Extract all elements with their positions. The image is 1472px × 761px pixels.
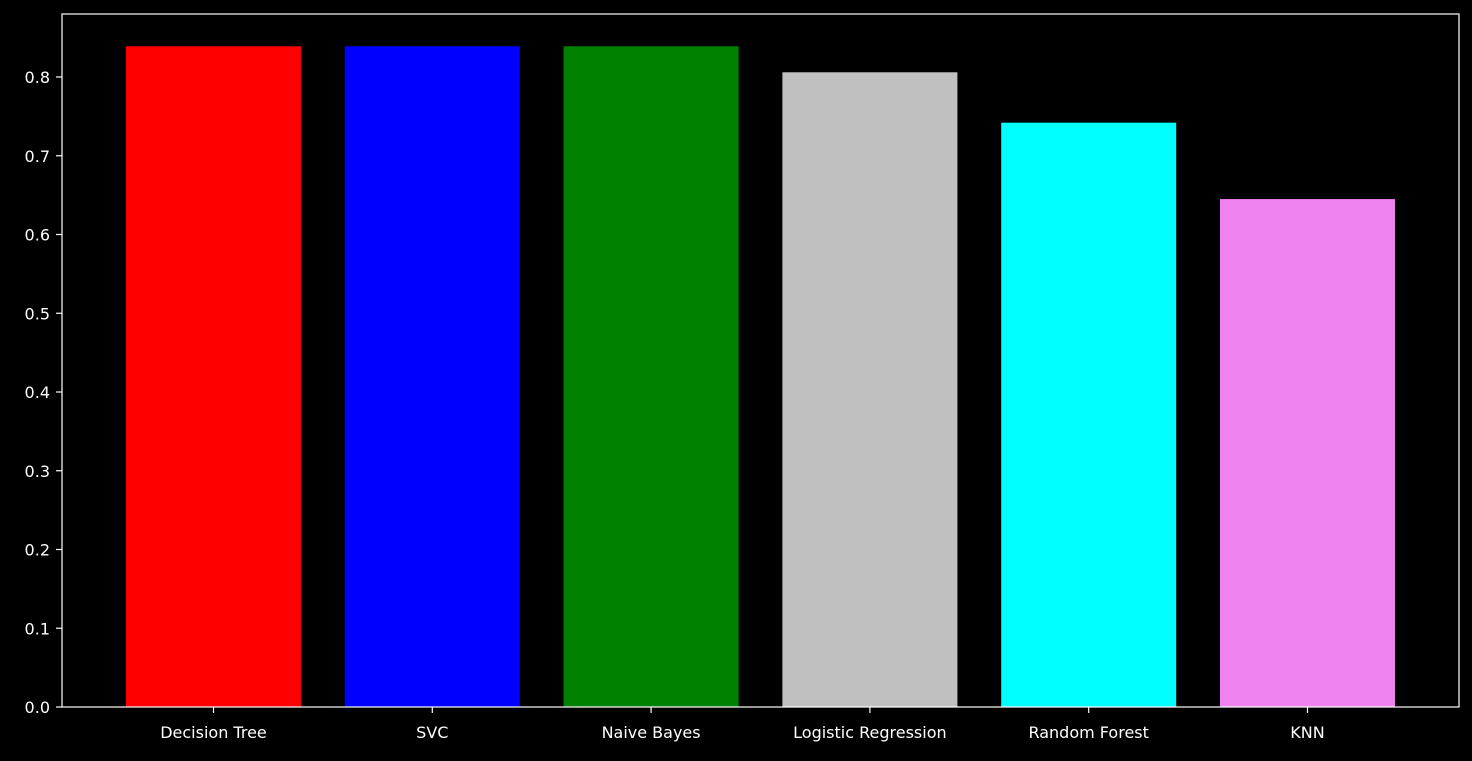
y-tick-label: 0.7 xyxy=(25,147,50,166)
x-axis-ticks: Decision Tree SVC Naive Bayes Logistic Regr… xyxy=(160,707,1325,742)
y-tick-label: 0.6 xyxy=(25,226,50,245)
y-tick-label: 0.5 xyxy=(25,304,50,323)
y-axis-ticks: 0.0 0.1 0.2 0.3 0.4 0.5 0.6 0.7 0.8 xyxy=(25,68,62,717)
bar-random-forest xyxy=(1001,122,1177,708)
x-tick-label: SVC xyxy=(416,723,448,742)
y-tick-label: 0.0 xyxy=(25,698,50,717)
y-tick-label: 0.3 xyxy=(25,462,50,481)
bar-knn xyxy=(1220,199,1395,707)
bars-layer xyxy=(126,46,1395,708)
y-tick-label: 0.1 xyxy=(25,619,50,638)
x-tick-label: KNN xyxy=(1290,723,1324,742)
bar-svc xyxy=(344,46,520,708)
x-tick-label: Logistic Regression xyxy=(793,723,946,742)
x-tick-label: Decision Tree xyxy=(160,723,267,742)
bar-naive-bayes xyxy=(563,46,739,708)
y-tick-label: 0.4 xyxy=(25,383,50,402)
bar-logistic-regression xyxy=(782,72,958,707)
bar-decision-tree xyxy=(126,46,301,708)
x-tick-label: Naive Bayes xyxy=(602,723,701,742)
axes-layer xyxy=(61,13,1460,708)
plot-frame xyxy=(61,13,1460,708)
y-tick-label: 0.2 xyxy=(25,541,50,560)
y-tick-label: 0.8 xyxy=(25,68,50,87)
x-tick-label: Random Forest xyxy=(1028,723,1148,742)
